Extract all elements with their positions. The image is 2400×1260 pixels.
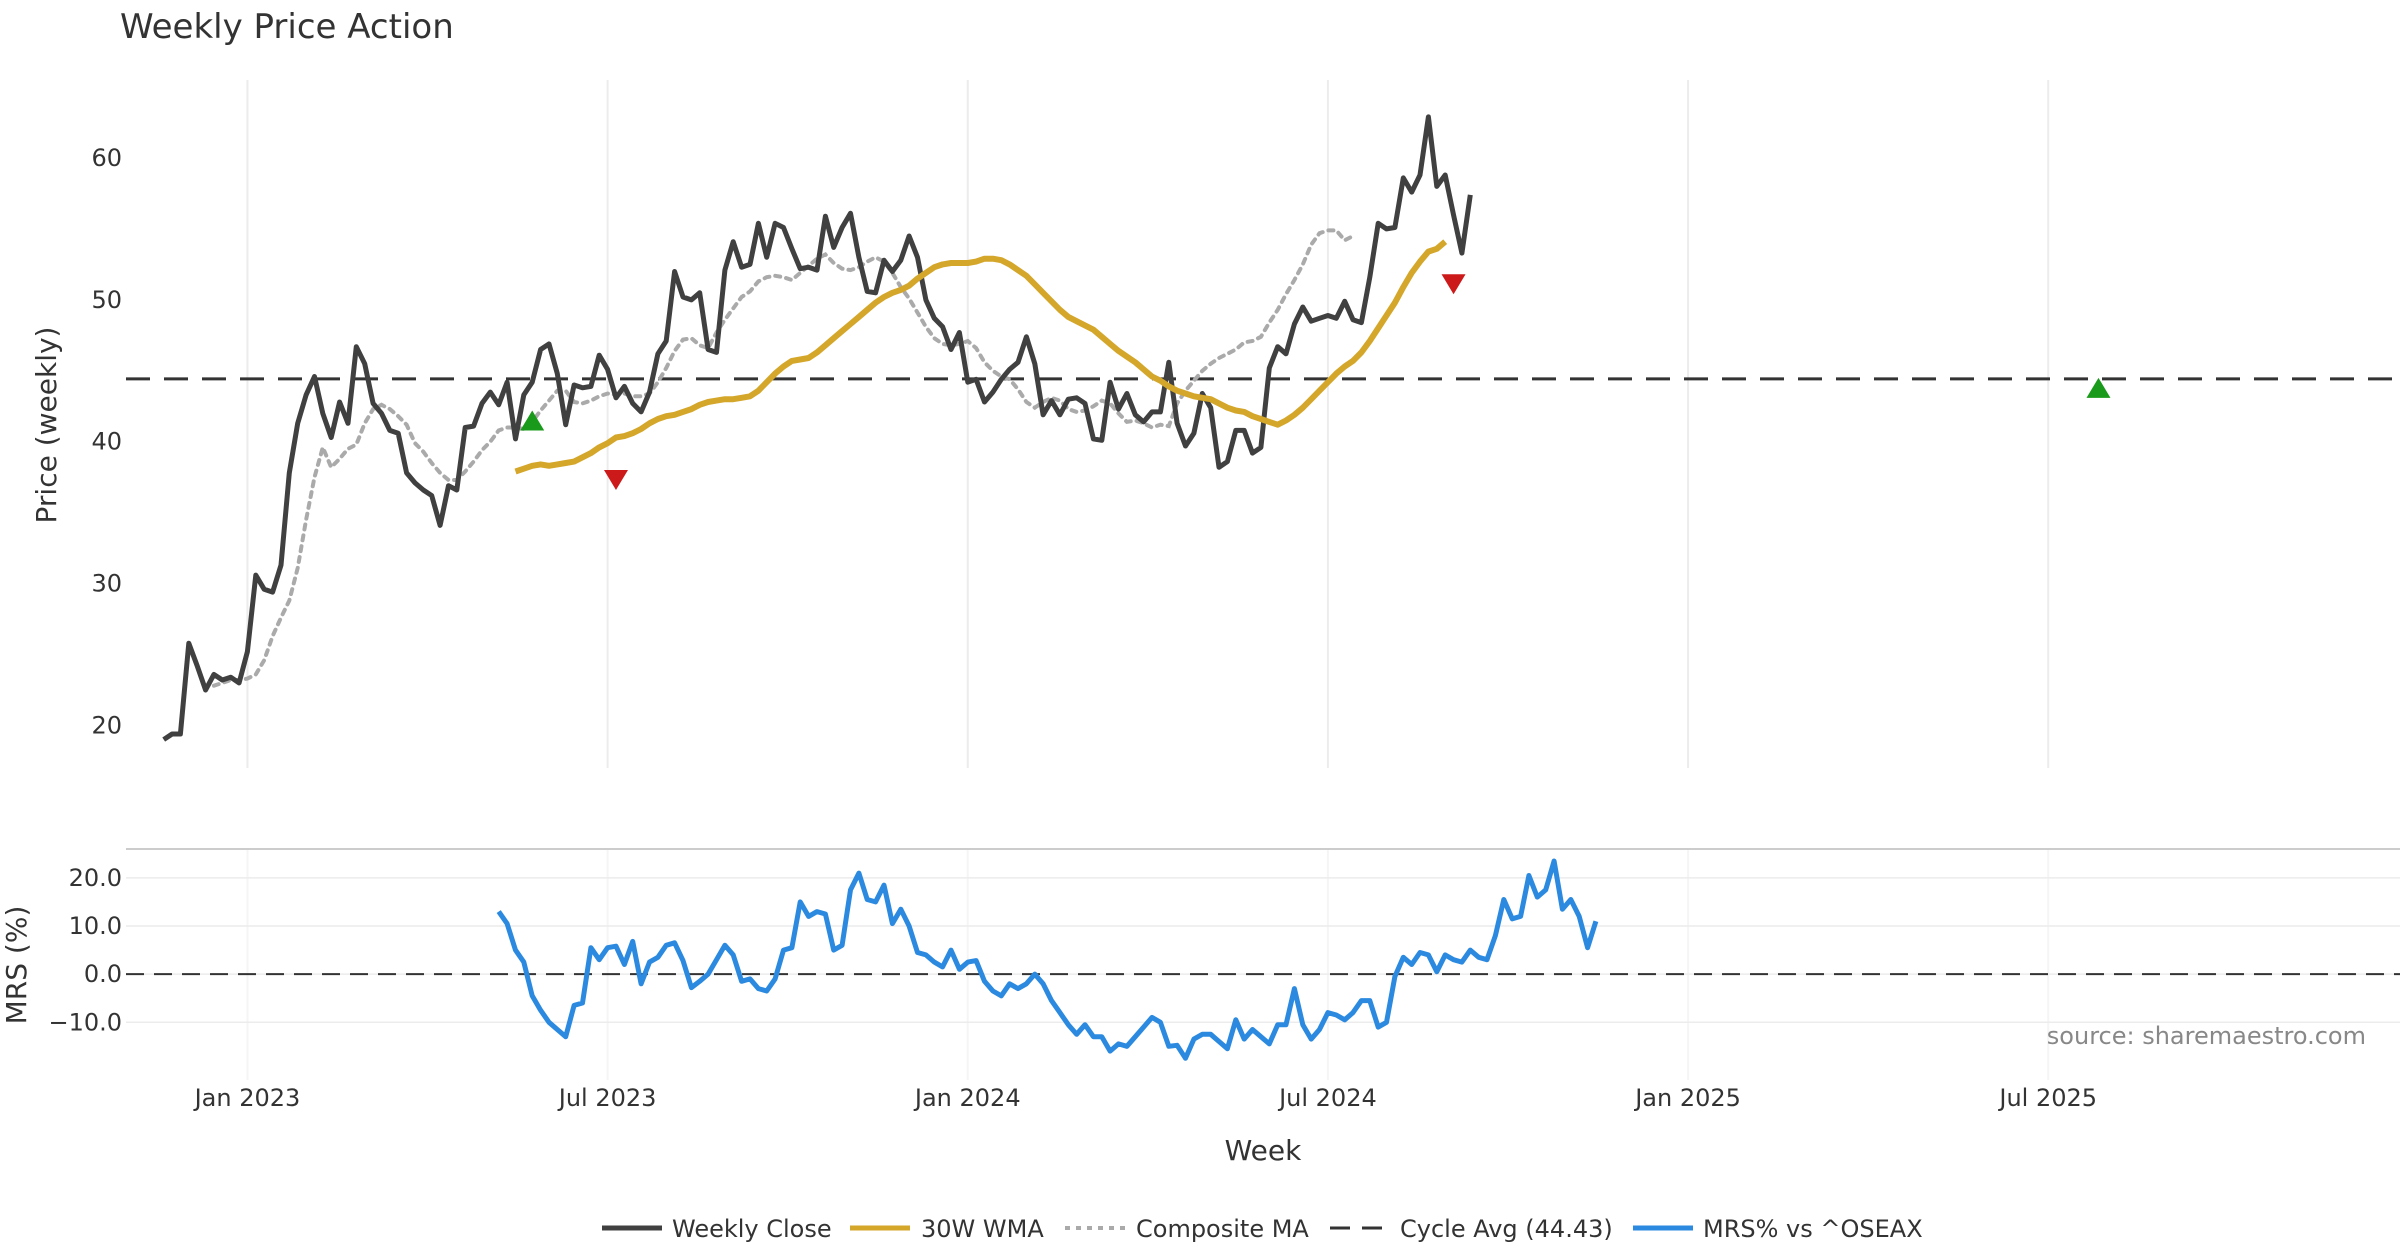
x-tick-label: Jan 2024 xyxy=(913,1084,1021,1112)
x-axis: Jan 2023 Jul 2023 Jan 2024 Jul 2024 Jan 2025… xyxy=(193,1084,2097,1112)
series-layer xyxy=(126,114,2400,1061)
x-tick-label: Jan 2025 xyxy=(1633,1084,1741,1112)
mrs-y-axis-label: MRS (%) xyxy=(0,906,33,1025)
price-y-tick-label: 20 xyxy=(91,711,122,739)
x-tick-label: Jan 2023 xyxy=(193,1084,301,1112)
weekly-close-line xyxy=(162,114,1473,742)
legend-mrs-label: MRS% vs ^OSEAX xyxy=(1703,1215,1923,1243)
price-y-axis: 20 30 40 50 60 xyxy=(91,144,122,739)
buy-signal-marker xyxy=(2086,377,2111,398)
x-tick-label: Jul 2023 xyxy=(557,1084,657,1112)
composite-ma-line xyxy=(211,228,1355,688)
mrs-y-tick-label: 10.0 xyxy=(69,912,122,940)
x-tick-label: Jul 2025 xyxy=(1997,1084,2097,1112)
legend-composite-label: Composite MA xyxy=(1136,1215,1309,1243)
price-y-tick-label: 50 xyxy=(91,286,122,314)
legend-wma-label: 30W WMA xyxy=(921,1215,1044,1243)
mrs-grid xyxy=(126,849,2400,1080)
chart-title: Weekly Price Action xyxy=(120,7,454,47)
legend-cycle-label: Cycle Avg (44.43) xyxy=(1400,1215,1613,1243)
price-y-tick-label: 60 xyxy=(91,144,122,172)
x-tick-label: Jul 2024 xyxy=(1277,1084,1377,1112)
signal-layer xyxy=(520,274,2111,491)
price-y-axis-label: Price (weekly) xyxy=(30,327,63,524)
mrs-y-tick-label: −10.0 xyxy=(48,1008,122,1036)
mrs-line xyxy=(496,858,1599,1061)
buy-signal-marker xyxy=(520,410,545,431)
wma-30w-line xyxy=(514,239,1448,475)
x-axis-label: Week xyxy=(1225,1134,1302,1167)
mrs-y-tick-label: 20.0 xyxy=(69,864,122,892)
sell-signal-marker xyxy=(603,470,628,491)
mrs-y-axis: 20.0 10.0 0.0 −10.0 xyxy=(48,864,122,1036)
source-note: source: sharemaestro.com xyxy=(2047,1022,2366,1050)
price-y-tick-label: 40 xyxy=(91,428,122,456)
legend-weekly-close-label: Weekly Close xyxy=(672,1215,832,1243)
legend: Weekly Close 30W WMA Composite MA Cycle … xyxy=(602,1215,1923,1243)
mrs-y-tick-label: 0.0 xyxy=(84,960,122,988)
sell-signal-marker xyxy=(1441,274,1466,295)
price-y-tick-label: 30 xyxy=(91,570,122,598)
